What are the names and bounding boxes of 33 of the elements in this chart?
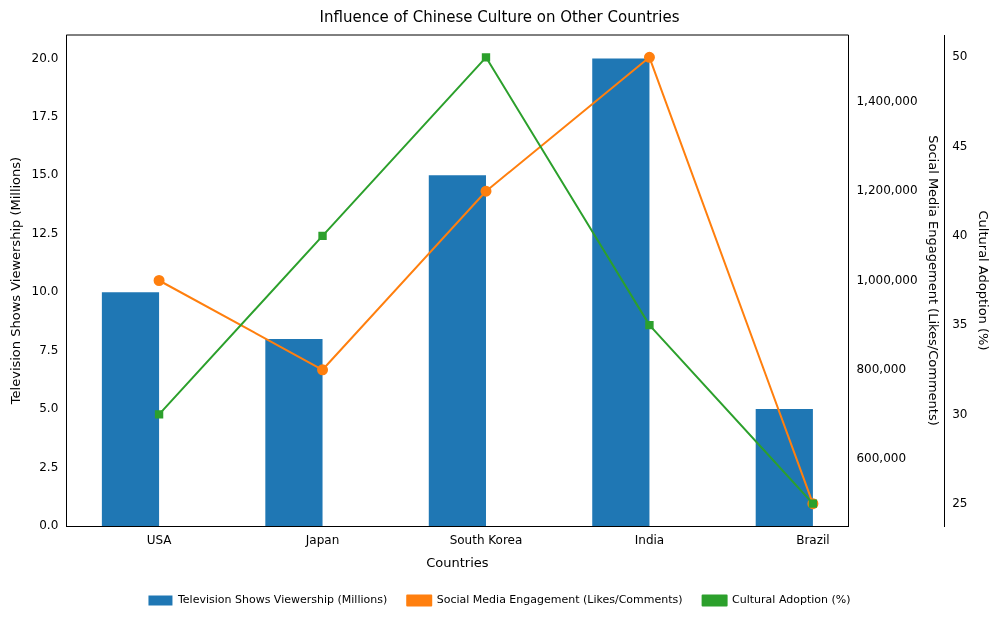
x-tick-label: USA: [146, 533, 173, 548]
y-tick-label: 17.5: [31, 108, 59, 123]
y2-tick-label: 800,000: [856, 361, 907, 376]
y2-tick-label: 1,400,000: [856, 94, 918, 109]
y-axis-title: Television Shows Viewership (Millions): [8, 156, 24, 406]
x-tick-label: Japan: [304, 533, 340, 548]
y2-tick-label: 1,000,000: [856, 272, 918, 287]
y3-tick-label: 35: [952, 317, 968, 332]
x-axis-title: Countries: [426, 554, 489, 570]
y-tick-label: 15.0: [31, 167, 59, 182]
y2-axis-title: Social Media Engagement (Likes/Comments): [925, 135, 941, 426]
x-tick-label: Brazil: [796, 533, 830, 548]
x-tick-label: India: [634, 533, 665, 548]
y3-tick-label: 25: [952, 495, 968, 510]
y-tick-label: 5.0: [39, 401, 59, 416]
y3-tick-label: 30: [952, 406, 968, 421]
y-tick-label: 2.5: [39, 459, 59, 474]
y3-tick-label: 40: [952, 227, 968, 242]
y2-tick-label: 1,200,000: [856, 183, 918, 198]
legend-label: Cultural Adoption (%): [732, 593, 851, 607]
legend-label: Social Media Engagement (Likes/Comments): [436, 593, 683, 607]
y2-tick-label: 600,000: [856, 451, 907, 466]
y-tick-label: 20.0: [31, 50, 59, 65]
x-tick-label: South Korea: [449, 533, 523, 548]
legend-label: Television Shows Viewership (Millions): [176, 593, 388, 607]
y3-tick-label: 50: [952, 49, 968, 64]
y3-tick-label: 45: [952, 138, 968, 153]
y-tick-label: 10.0: [31, 284, 59, 299]
y3-axis-title: Cultural Adoption (%): [975, 210, 991, 351]
y-tick-label: 12.5: [31, 225, 59, 240]
chart-title: Influence of Chinese Culture on Other Countries: [319, 7, 680, 26]
y-tick-label: 0.0: [39, 518, 59, 533]
y-tick-label: 7.5: [39, 342, 59, 357]
